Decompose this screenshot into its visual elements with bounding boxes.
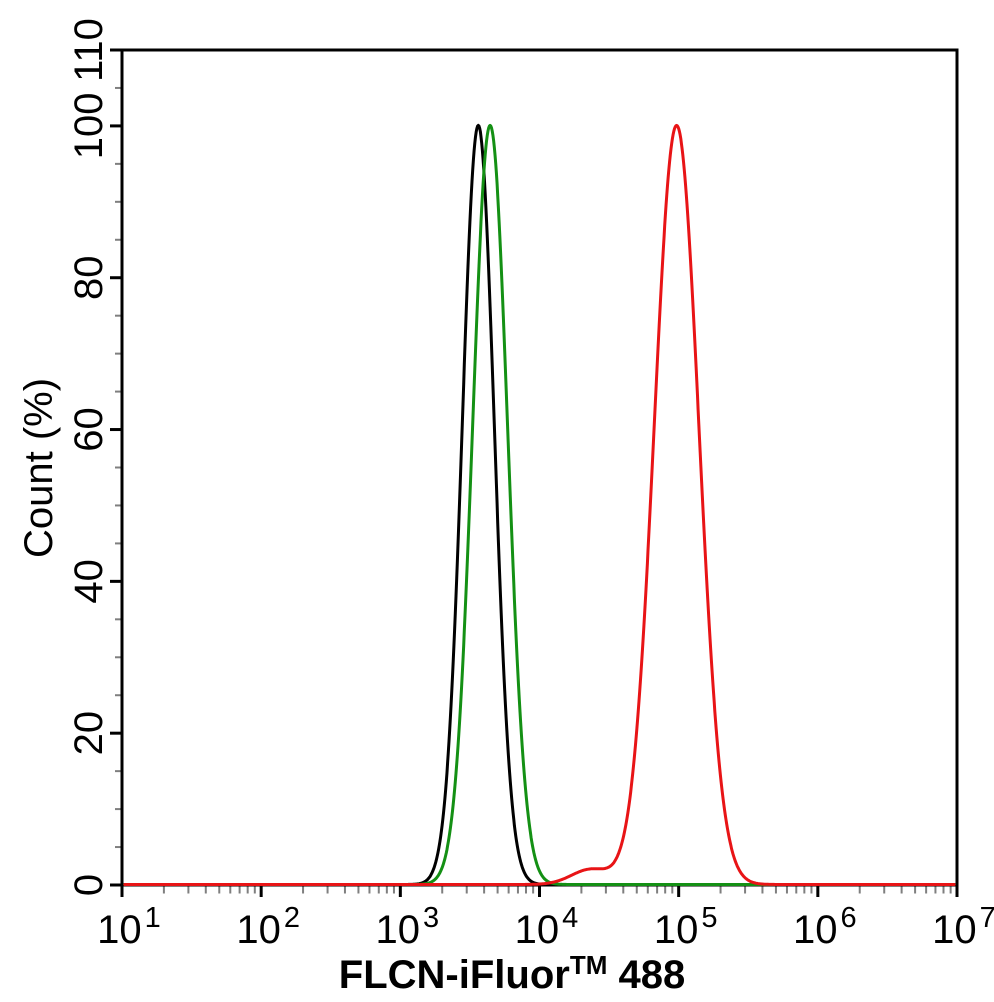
y-axis-tick-labels: 0 20 40 60 80 100 110 — [67, 18, 111, 896]
y-tick-label: 20 — [67, 711, 111, 756]
x-tick-label: 10 5 — [654, 902, 718, 952]
x-axis-tick-labels: 10 1 10 2 10 3 10 4 10 5 10 6 10 7 — [97, 902, 994, 952]
x-tick-label: 10 4 — [515, 902, 579, 952]
y-tick-label: 100 — [67, 93, 111, 160]
x-axis-title: FLCN-iFluorTM 488 — [339, 950, 685, 997]
y-axis-minor-ticks — [115, 86, 121, 849]
black-control-curve — [123, 123, 956, 886]
green-control-curve — [123, 123, 956, 886]
plot-frame — [120, 48, 959, 887]
x-tick-label: 10 7 — [932, 902, 994, 952]
y-tick-label: 60 — [67, 407, 111, 452]
y-tick-label: 80 — [67, 255, 111, 300]
axes-border — [120, 48, 959, 887]
x-axis-minor-ticks — [162, 886, 952, 894]
histogram-curves — [123, 123, 956, 886]
y-tick-label: 110 — [67, 18, 111, 82]
y-tick-label: 40 — [67, 559, 111, 604]
x-tick-label: 10 1 — [97, 902, 161, 952]
x-tick-label: 10 6 — [793, 902, 857, 952]
x-tick-label: 10 3 — [376, 902, 440, 952]
y-tick-label: 0 — [67, 874, 111, 896]
red-flcn-curve — [123, 123, 956, 886]
y-axis-major-ticks — [110, 48, 122, 887]
y-axis-title: Count (%) — [17, 378, 61, 558]
x-tick-label: 10 2 — [236, 902, 300, 952]
x-axis-major-ticks — [120, 885, 959, 897]
